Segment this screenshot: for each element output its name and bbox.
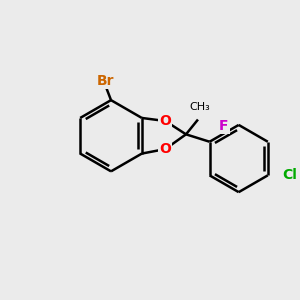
Text: CH₃: CH₃ [190, 102, 211, 112]
Text: O: O [159, 114, 171, 128]
Text: Br: Br [97, 74, 115, 88]
Text: F: F [219, 119, 229, 134]
Text: Cl: Cl [282, 168, 297, 182]
Text: O: O [159, 142, 171, 156]
